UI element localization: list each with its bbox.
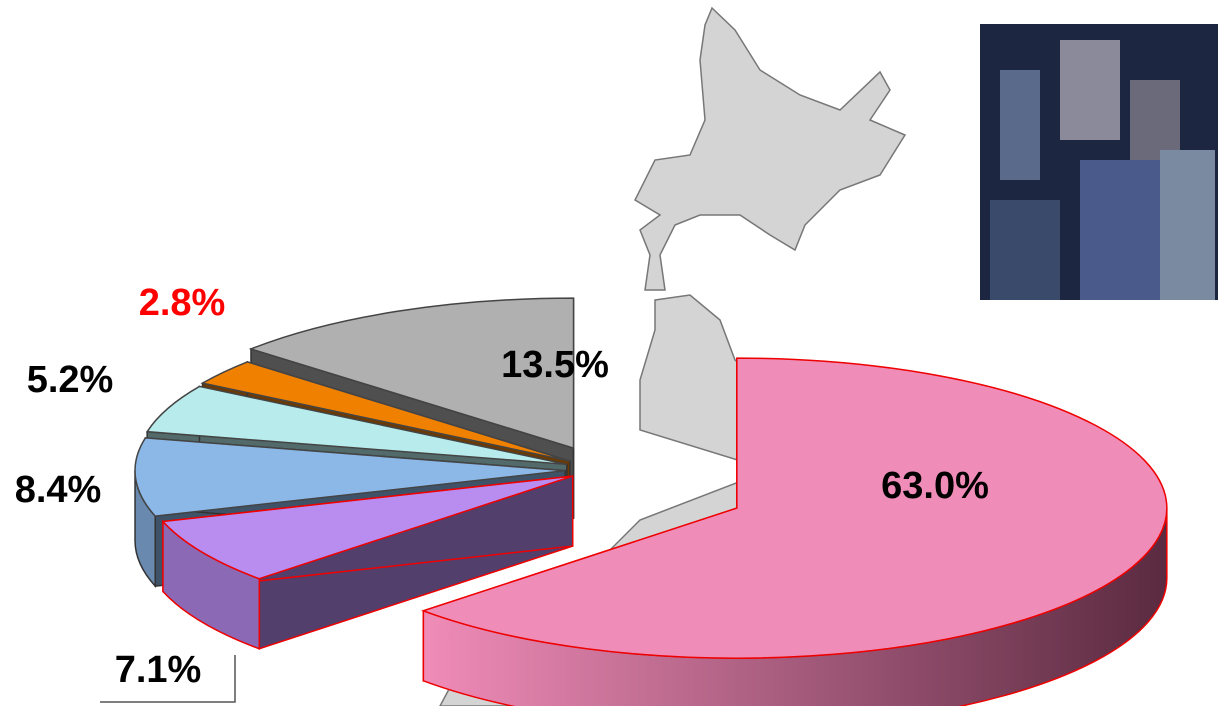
value-label: 2.8% [139, 282, 226, 324]
slice-top [145, 385, 567, 466]
value-label: 13.5% [501, 344, 609, 386]
value-label: 5.2% [27, 359, 114, 401]
callout-line [100, 655, 236, 703]
value-label: 7.1% [115, 649, 202, 691]
city-photo [980, 24, 1218, 300]
slice-top [161, 475, 573, 580]
slice-top [248, 297, 575, 450]
value-label: 63.0% [881, 465, 989, 507]
slice [421, 357, 1168, 706]
slice [161, 475, 574, 650]
value-label: 8.4% [15, 469, 102, 511]
slice-top [200, 361, 571, 462]
slice-top [421, 357, 1168, 659]
slice-top [134, 437, 566, 517]
